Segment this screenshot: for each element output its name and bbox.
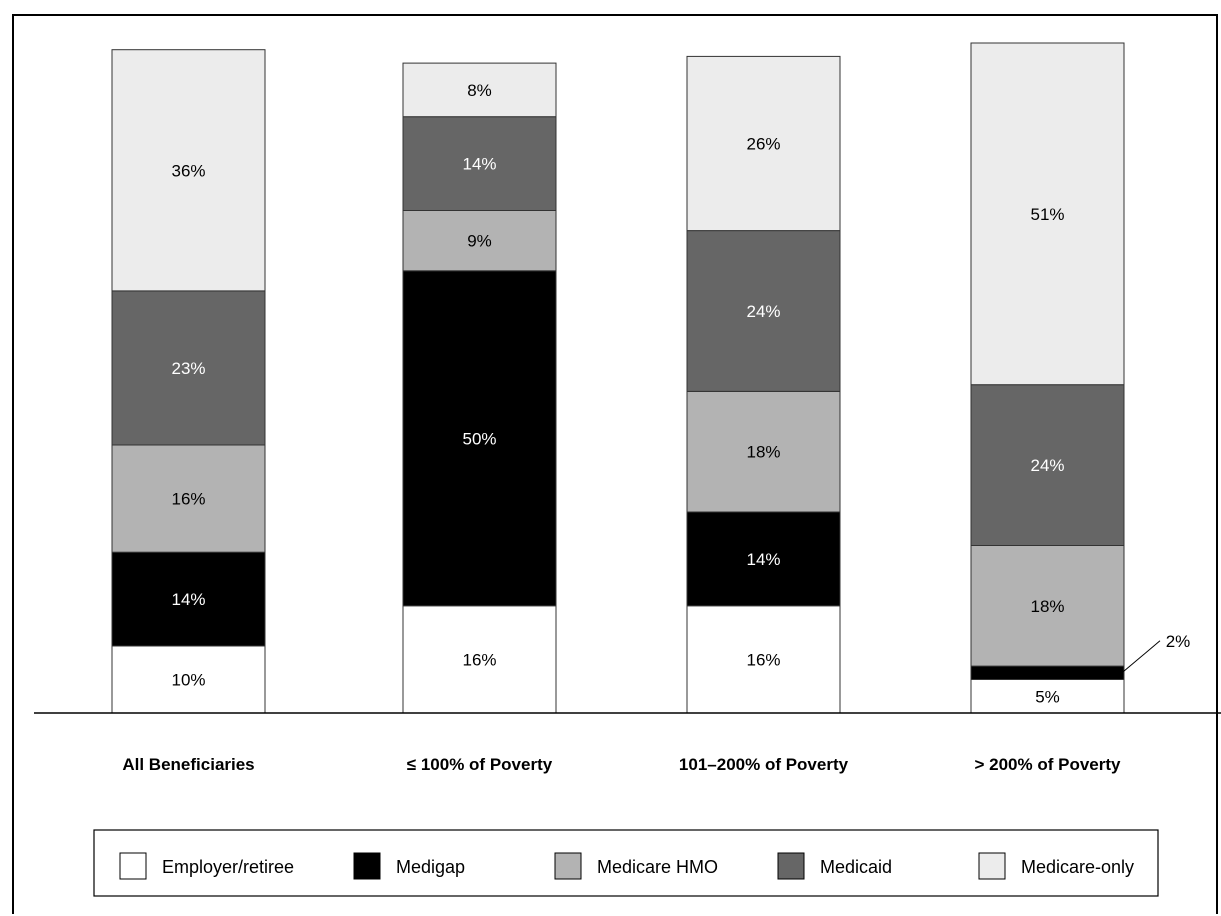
category-label-4: > 200% of Poverty (975, 755, 1122, 774)
data-label-medicare-only-3: 26% (746, 135, 780, 154)
data-label-employer-retiree-1: 10% (171, 671, 205, 690)
data-label-medigap-4: 2% (1166, 632, 1191, 651)
data-label-employer-retiree-4: 5% (1035, 687, 1060, 706)
bar-segment-medicaid-4 (970, 384, 1125, 547)
data-label-medicaid-4: 24% (1030, 456, 1064, 475)
data-label-employer-retiree-3: 16% (746, 650, 780, 669)
data-label-medicaid-1: 23% (171, 359, 205, 378)
data-label-medicaid-3: 24% (746, 302, 780, 321)
bars-group: 10% 14% 16% 23% 36% 16% 50% 9% 14% 8% 16% 14% 18% 24%… (111, 42, 1191, 714)
data-label-medicaid-2: 14% (462, 155, 496, 174)
bar-segment-medicare-only-1 (111, 49, 266, 292)
legend-swatch-medicaid (777, 852, 805, 880)
legend-swatch-medicare-only (978, 852, 1006, 880)
data-label-medigap-1: 14% (171, 590, 205, 609)
bar-segment-medicaid-2 (402, 116, 557, 211)
bar-segment-medigap-4 (970, 665, 1125, 680)
data-label-medicare-hmo-1: 16% (171, 490, 205, 509)
data-label-medigap-2: 50% (462, 429, 496, 448)
bar-segment-medicaid-1 (111, 290, 266, 446)
data-label-employer-retiree-2: 16% (462, 650, 496, 669)
bar-segment-medicare-hmo-4 (970, 545, 1125, 667)
legend-swatch-employer-retiree (119, 852, 147, 880)
legend-label-medigap: Medigap (396, 857, 465, 877)
data-label-medicare-hmo-3: 18% (746, 443, 780, 462)
chart-frame (12, 14, 1218, 914)
data-label-medicare-hmo-2: 9% (467, 232, 492, 251)
legend-label-medicare-only: Medicare-only (1021, 857, 1134, 877)
legend-swatch-medigap (353, 852, 381, 880)
bar-segment-medicaid-3 (686, 230, 841, 392)
bar-segment-employer-retiree-2 (402, 605, 557, 714)
category-label-3: 101–200% of Poverty (679, 755, 849, 774)
data-label-medicare-only-2: 8% (467, 81, 492, 100)
category-label-1: All Beneficiaries (122, 755, 254, 774)
bar-segment-medigap-3 (686, 511, 841, 607)
data-label-medicare-only-1: 36% (171, 161, 205, 180)
legend: Employer/retiree Medigap Medicare HMO Medic… (93, 829, 1159, 897)
bar-segment-medicare-only-3 (686, 55, 841, 232)
data-label-medicare-hmo-4: 18% (1030, 597, 1064, 616)
data-label-medigap-3: 14% (746, 550, 780, 569)
data-label-medicare-only-4: 51% (1030, 205, 1064, 224)
legend-label-employer-retiree: Employer/retiree (162, 857, 294, 877)
leader-line-medigap-4 (1121, 640, 1161, 674)
bar-segment-medicare-only-2 (402, 62, 557, 118)
bar-segment-medicare-hmo-1 (111, 444, 266, 553)
category-label-2: ≤ 100% of Poverty (407, 755, 553, 774)
bar-segment-employer-retiree-3 (686, 605, 841, 714)
bar-segment-medicare-only-4 (970, 42, 1125, 386)
legend-label-medicaid: Medicaid (820, 857, 892, 877)
legend-label-medicare-hmo: Medicare HMO (597, 857, 718, 877)
bar-segment-medigap-1 (111, 551, 266, 647)
bar-segment-medigap-2 (402, 270, 557, 607)
bar-segment-medicare-hmo-2 (402, 210, 557, 272)
category-labels: All Beneficiaries ≤ 100% of Poverty 101–20… (122, 755, 1121, 774)
bar-segment-medicare-hmo-3 (686, 390, 841, 513)
legend-swatch-medicare-hmo (554, 852, 582, 880)
